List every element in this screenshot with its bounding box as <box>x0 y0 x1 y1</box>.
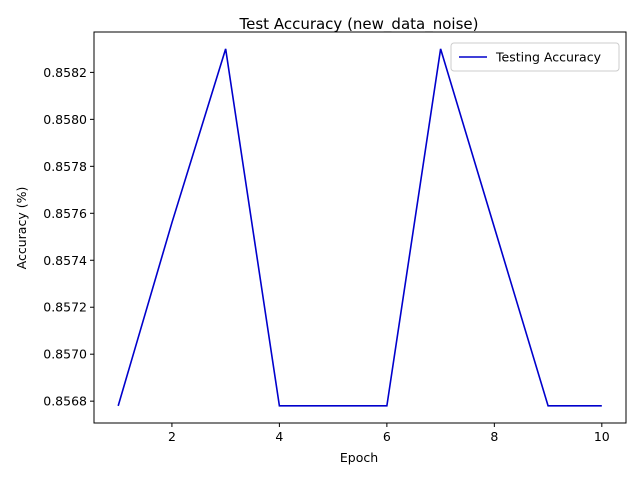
y-tick-label: 0.8578 <box>43 159 87 174</box>
legend-label-testing-accuracy: Testing Accuracy <box>495 50 602 65</box>
legend-box <box>450 42 620 72</box>
x-tick-label: 8 <box>490 429 498 444</box>
y-tick-label: 0.8568 <box>43 394 87 409</box>
x-axis-ticks: 2 4 6 8 10 <box>168 423 610 444</box>
y-tick-label: 0.8582 <box>43 65 87 80</box>
x-tick-label: 6 <box>383 429 391 444</box>
y-tick-label: 0.8572 <box>43 300 87 315</box>
chart-title: Test Accuracy (new_data_noise) <box>239 15 479 34</box>
x-axis-label: Epoch <box>340 450 378 465</box>
series-layer <box>117 48 602 407</box>
y-axis-ticks: 0.8568 0.8570 0.8572 0.8574 0.8576 0.8578 0.85… <box>43 65 94 409</box>
legend: Testing Accuracy <box>450 42 620 72</box>
y-tick-label: 0.8580 <box>43 112 87 127</box>
y-tick-label: 0.8574 <box>43 253 87 268</box>
x-tick-label: 2 <box>168 429 176 444</box>
series-line-testing-accuracy <box>117 48 602 407</box>
plot-area <box>93 31 627 424</box>
y-axis-label: Accuracy (%) <box>14 187 29 270</box>
x-tick-label: 10 <box>594 429 610 444</box>
x-tick-label: 4 <box>275 429 283 444</box>
y-tick-label: 0.8576 <box>43 206 87 221</box>
y-tick-label: 0.8570 <box>43 347 87 362</box>
